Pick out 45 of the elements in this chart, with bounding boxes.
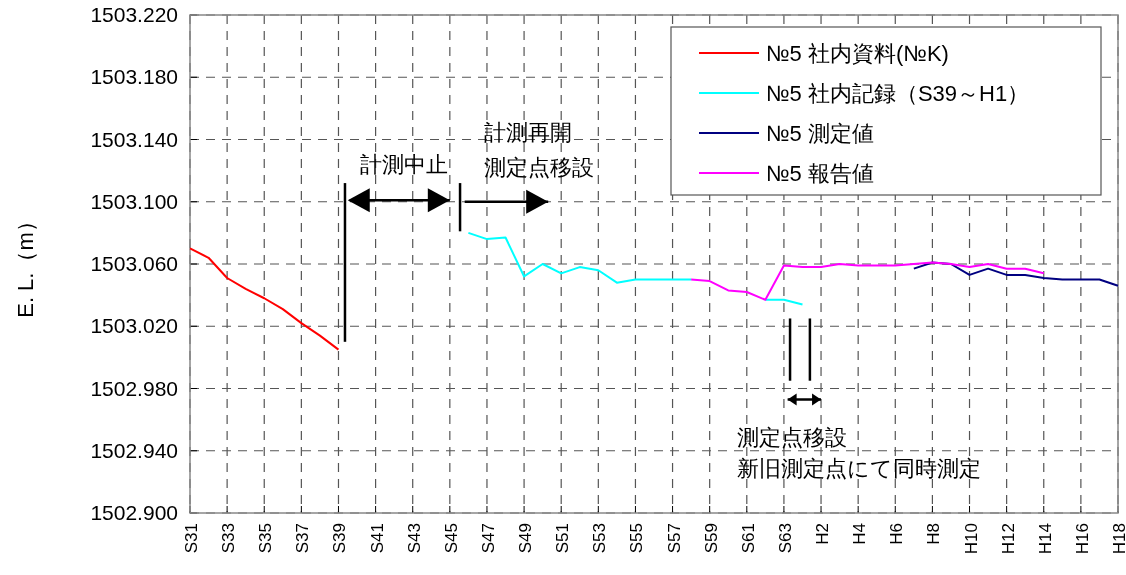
legend-label: №5 報告値 — [766, 161, 874, 186]
legend-label: №5 社内資料(№K) — [766, 41, 949, 66]
x-tick-label: S35 — [256, 523, 276, 554]
y-tick-label: 1503.140 — [90, 127, 178, 151]
y-tick-label: 1503.100 — [90, 189, 178, 213]
y-tick-label: 1503.020 — [90, 314, 178, 338]
x-tick-label: H2 — [813, 523, 833, 545]
x-tick-label: S57 — [664, 523, 684, 554]
annotation: 測定点移設 — [737, 425, 847, 450]
x-tick-label: H12 — [998, 523, 1018, 555]
annotation: 計測中止 — [360, 152, 448, 177]
x-tick-label: S61 — [738, 523, 758, 554]
y-axis-title: E. L.（m） — [13, 210, 38, 318]
annotation: 計測再開 — [484, 120, 572, 145]
x-tick-label: H18 — [1110, 523, 1126, 555]
x-tick-label: S53 — [590, 523, 610, 554]
x-tick-label: H14 — [1035, 523, 1055, 555]
y-tick-label: 1502.980 — [90, 376, 178, 400]
x-tick-label: S33 — [219, 523, 239, 554]
x-tick-label: S41 — [367, 523, 387, 554]
x-tick-label: S31 — [182, 523, 201, 554]
annotation: 新旧測定点にて同時測定 — [737, 456, 981, 481]
x-tick-label: S39 — [330, 523, 350, 554]
x-tick-label: S55 — [627, 523, 647, 554]
x-tick-label: H16 — [1072, 523, 1092, 555]
x-tick-label: S51 — [553, 523, 573, 554]
y-tick-label: 1502.940 — [90, 438, 178, 462]
x-tick-label: H6 — [887, 523, 907, 545]
x-tick-label: S37 — [293, 523, 313, 554]
annotation: 測定点移設 — [484, 155, 594, 180]
y-tick-label: 1503.220 — [90, 3, 178, 26]
x-tick-label: S43 — [404, 523, 424, 554]
y-tick-label: 1503.060 — [90, 252, 178, 275]
x-tick-label: H4 — [850, 523, 870, 545]
x-tick-label: H8 — [924, 523, 944, 545]
x-tick-label: S47 — [478, 523, 498, 554]
y-tick-label: 1503.180 — [90, 65, 178, 89]
legend-label: №5 社内記録（S39～H1） — [766, 81, 1030, 106]
x-tick-label: S63 — [775, 523, 795, 554]
x-tick-label: H10 — [961, 523, 981, 555]
x-tick-label: S49 — [516, 523, 536, 554]
x-tick-label: S59 — [701, 523, 721, 554]
x-tick-label: S45 — [441, 523, 461, 554]
legend-label: №5 測定値 — [766, 121, 874, 146]
y-tick-label: 1502.900 — [90, 501, 178, 524]
